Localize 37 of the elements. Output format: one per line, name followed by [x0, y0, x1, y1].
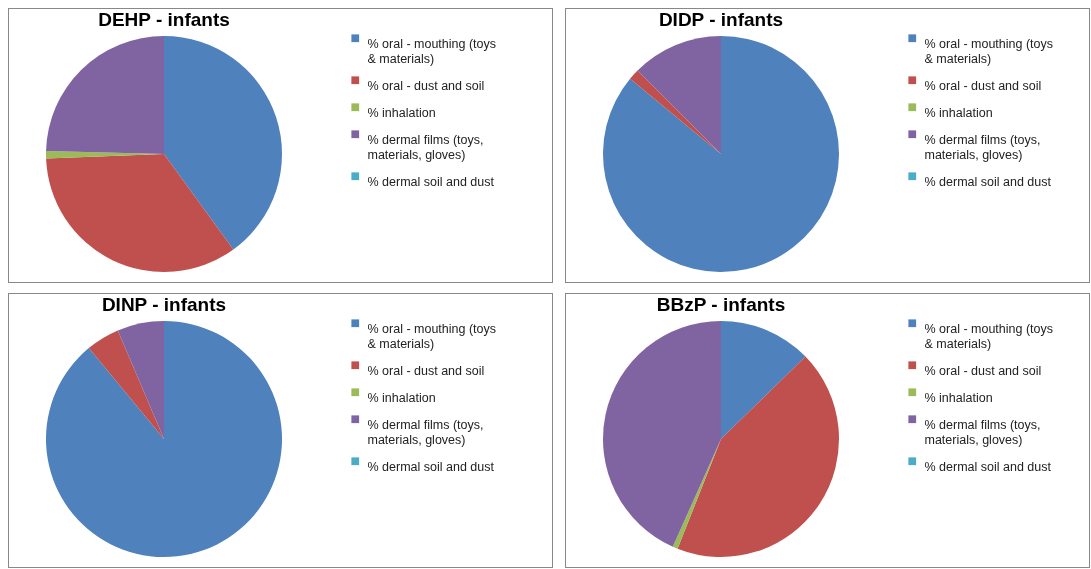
pie-slice — [117, 321, 164, 439]
legend-label: % oral - dust and soil — [924, 79, 1042, 94]
chart-title: DEHP - infants — [98, 9, 230, 30]
pie-slice — [603, 36, 839, 272]
legend-label: % oral - dust and soil — [367, 364, 485, 379]
chart-title: BBzP - infants — [656, 294, 786, 315]
legend-label: % dermal films (toys, materials, gloves) — [367, 418, 484, 447]
chart-title: DIDP - infants — [658, 9, 784, 30]
legend-label: % dermal films (toys, materials, gloves) — [367, 133, 484, 162]
legend-label: % oral - mouthing (toys & materials) — [367, 37, 497, 66]
pie-slice — [88, 330, 164, 439]
pie-slice — [637, 36, 721, 154]
legend-label: % oral - mouthing (toys & materials) — [367, 322, 497, 351]
legend-label: % inhalation — [924, 106, 993, 121]
pie-slice — [721, 321, 806, 439]
legend-label: % dermal soil and dust — [367, 460, 495, 475]
pie-slice — [46, 321, 282, 557]
chart-title: DINP - infants — [101, 294, 227, 315]
legend-label: % dermal soil and dust — [924, 460, 1052, 475]
legend-label: % inhalation — [367, 391, 436, 406]
pie-slice — [672, 439, 721, 549]
legend-label: % oral - dust and soil — [924, 364, 1042, 379]
pie-slice — [46, 36, 164, 154]
legend-label: % oral - mouthing (toys & materials) — [924, 322, 1054, 351]
legend-label: % oral - mouthing (toys & materials) — [924, 37, 1054, 66]
pie-slice — [630, 70, 721, 154]
legend-label: % inhalation — [924, 391, 993, 406]
legend-label: % dermal soil and dust — [924, 175, 1052, 190]
pie-slice — [46, 154, 234, 272]
pie-slice — [164, 36, 282, 250]
legend-label: % dermal films (toys, materials, gloves) — [924, 418, 1041, 447]
pie-slice — [603, 321, 721, 547]
legend-label: % dermal soil and dust — [367, 175, 495, 190]
pie-slice — [677, 356, 839, 557]
legend-label: % inhalation — [367, 106, 436, 121]
legend-label: % oral - dust and soil — [367, 79, 485, 94]
legend-label: % dermal films (toys, materials, gloves) — [924, 133, 1041, 162]
